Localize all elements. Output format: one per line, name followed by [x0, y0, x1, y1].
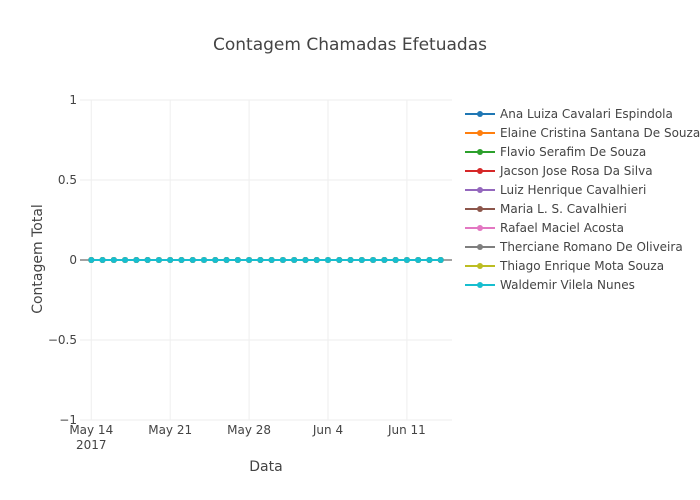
series-9 [88, 257, 444, 263]
legend-item[interactable]: Ana Luiza Cavalari Espindola [465, 107, 673, 121]
data-point [178, 257, 185, 263]
x-axis-title: Data [249, 459, 282, 475]
data-point [212, 257, 219, 263]
x-tick-label: May 28 [227, 423, 271, 437]
legend-item[interactable]: Rafael Maciel Acosta [465, 221, 624, 235]
data-point [381, 257, 388, 263]
y-axis-ticks: 1 0.5 0 −0.5 −1 [48, 93, 77, 427]
data-point [201, 257, 207, 263]
legend-item[interactable]: Jacson Jose Rosa Da Silva [465, 164, 653, 178]
data-point [370, 257, 377, 263]
data-point [325, 257, 331, 263]
x-tick-label: May 21 [148, 423, 192, 437]
legend-label: Elaine Cristina Santana De Souza [500, 126, 700, 140]
data-point [257, 257, 264, 263]
legend-label: Ana Luiza Cavalari Espindola [500, 107, 673, 121]
y-axis-title: Contagem Total [30, 204, 46, 314]
data-point [358, 257, 365, 263]
y-tick-label: 1 [69, 93, 77, 107]
data-point [122, 257, 129, 263]
data-point [403, 257, 410, 263]
x-tick-label: May 14 [69, 423, 113, 437]
data-point [189, 257, 196, 263]
legend-item[interactable]: Flavio Serafim De Souza [465, 145, 646, 159]
data-point [144, 257, 151, 263]
legend-label: Rafael Maciel Acosta [500, 221, 624, 235]
legend[interactable]: Ana Luiza Cavalari Espindola Elaine Crist… [465, 107, 700, 292]
legend-item[interactable]: Waldemir Vilela Nunes [465, 278, 635, 292]
legend-label: Waldemir Vilela Nunes [500, 278, 635, 292]
data-point [437, 257, 444, 263]
data-point [415, 257, 422, 263]
legend-label: Maria L. S. Cavalhieri [500, 202, 627, 216]
data-point [167, 257, 174, 263]
legend-marker-icon [477, 168, 483, 174]
legend-marker-icon [477, 282, 483, 288]
legend-item[interactable]: Luiz Henrique Cavalhieri [465, 183, 646, 197]
legend-item[interactable]: Maria L. S. Cavalhieri [465, 202, 627, 216]
legend-marker-icon [477, 225, 483, 231]
data-point [155, 257, 162, 263]
data-point [110, 257, 117, 263]
data-point [223, 257, 230, 263]
y-tick-label: 0 [69, 253, 77, 267]
data-point [347, 257, 354, 263]
x-tick-sublabel: 2017 [76, 438, 107, 452]
x-tick-label: Jun 11 [387, 423, 426, 437]
data-point [392, 257, 399, 263]
data-point [279, 257, 286, 263]
x-tick-label: Jun 4 [312, 423, 343, 437]
legend-item[interactable]: Therciane Romano De Oliveira [465, 240, 683, 254]
legend-label: Flavio Serafim De Souza [500, 145, 646, 159]
data-point [234, 257, 241, 263]
data-point [426, 257, 433, 263]
legend-marker-icon [477, 206, 483, 212]
legend-marker-icon [477, 263, 483, 269]
data-point [291, 257, 298, 263]
legend-marker-icon [477, 244, 483, 250]
series-layer [88, 257, 444, 263]
legend-label: Thiago Enrique Mota Souza [499, 259, 664, 273]
data-point [268, 257, 275, 263]
data-point [88, 257, 95, 263]
legend-item[interactable]: Thiago Enrique Mota Souza [465, 259, 664, 273]
legend-marker-icon [477, 149, 483, 155]
legend-marker-icon [477, 130, 483, 136]
legend-marker-icon [477, 187, 483, 193]
data-point [133, 257, 140, 263]
legend-label: Jacson Jose Rosa Da Silva [499, 164, 653, 178]
y-tick-label: −1 [59, 413, 77, 427]
data-point [336, 257, 343, 263]
legend-marker-icon [477, 111, 483, 117]
data-point [313, 257, 320, 263]
data-point [302, 257, 309, 263]
data-point [246, 257, 253, 263]
legend-label: Luiz Henrique Cavalhieri [500, 183, 646, 197]
y-tick-label: −0.5 [48, 333, 77, 347]
y-tick-label: 0.5 [58, 173, 77, 187]
legend-label: Therciane Romano De Oliveira [499, 240, 683, 254]
chart-title: Contagem Chamadas Efetuadas [213, 35, 487, 55]
legend-item[interactable]: Elaine Cristina Santana De Souza [465, 126, 700, 140]
data-point [99, 257, 106, 263]
